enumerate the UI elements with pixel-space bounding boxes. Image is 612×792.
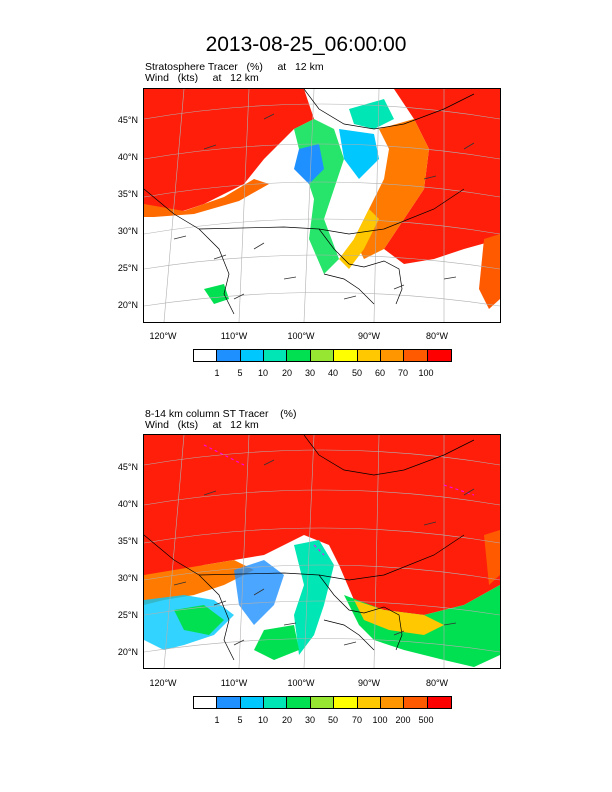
- colorbar-tick-label: 10: [257, 715, 268, 725]
- colorbar-tick-label: 50: [351, 368, 362, 378]
- colorbar-swatch: [334, 697, 358, 708]
- colorbar-swatch: [264, 350, 288, 361]
- colorbar-tick-label: 500: [418, 715, 434, 725]
- panel2-lat-label: 20°N: [117, 647, 138, 657]
- panel2-title-line2: Wind (kts) at 12 km: [145, 419, 259, 431]
- colorbar-tick-label: 5: [237, 715, 243, 725]
- colorbar-swatch: [217, 350, 241, 361]
- panel2-lon-label: 110°W: [220, 678, 248, 688]
- colorbar-tick-label: 200: [395, 715, 411, 725]
- panel2-lat-label: 35°N: [117, 536, 138, 546]
- panel2-lat-label: 40°N: [117, 499, 138, 509]
- panel1-title-line1: Stratosphere Tracer (%) at 12 km: [145, 61, 324, 73]
- colorbar-swatch: [310, 350, 335, 361]
- panel2-colorbar: [193, 696, 452, 709]
- panel1-lon-label: 120°W: [149, 331, 177, 341]
- panel2-lat-label: 25°N: [117, 610, 138, 620]
- panel2-lon-label: 80°W: [425, 678, 449, 688]
- panel2-lat-label: 45°N: [117, 462, 138, 472]
- colorbar-swatch: [264, 697, 288, 708]
- panel2-lat-label: 30°N: [117, 573, 138, 583]
- panel2-map: [143, 434, 501, 669]
- colorbar-tick-label: 20: [281, 715, 292, 725]
- panel1-lon-label: 90°W: [357, 331, 381, 341]
- colorbar-swatch: [404, 350, 428, 361]
- panel1-colorbar: [193, 349, 452, 362]
- panel2-map-svg: [144, 435, 500, 668]
- colorbar-tick-label: 100: [372, 715, 388, 725]
- panel2-title-line1: 8-14 km column ST Tracer (%): [145, 408, 297, 420]
- panel1-lat-label: 20°N: [117, 300, 138, 310]
- colorbar-swatch: [380, 697, 405, 708]
- panel1-lat-label: 35°N: [117, 189, 138, 199]
- colorbar-tick-label: 1: [214, 715, 220, 725]
- colorbar-swatch: [334, 350, 358, 361]
- colorbar-swatch: [287, 350, 311, 361]
- panel2-lon-label: 100°W: [287, 678, 315, 688]
- panel2-lon-label: 90°W: [357, 678, 381, 688]
- panel1-lon-label: 100°W: [287, 331, 315, 341]
- colorbar-tick-label: 10: [257, 368, 268, 378]
- colorbar-tick-label: 70: [397, 368, 408, 378]
- colorbar-swatch: [427, 350, 451, 361]
- colorbar-tick-label: 60: [374, 368, 385, 378]
- panel1-lat-label: 30°N: [117, 226, 138, 236]
- colorbar-swatch: [287, 697, 311, 708]
- colorbar-swatch: [357, 697, 381, 708]
- panel2-lon-label: 120°W: [149, 678, 177, 688]
- panel1-lat-label: 40°N: [117, 152, 138, 162]
- colorbar-tick-label: 30: [304, 715, 315, 725]
- colorbar-swatch: [357, 350, 381, 361]
- colorbar-tick-label: 40: [327, 368, 338, 378]
- colorbar-swatch: [194, 697, 218, 708]
- panel1-map: [143, 88, 501, 323]
- panel1-lon-label: 110°W: [220, 331, 248, 341]
- colorbar-tick-label: 100: [418, 368, 434, 378]
- colorbar-swatch: [427, 697, 451, 708]
- colorbar-tick-label: 5: [237, 368, 243, 378]
- colorbar-swatch: [240, 350, 265, 361]
- colorbar-swatch: [404, 697, 428, 708]
- colorbar-swatch: [240, 697, 265, 708]
- colorbar-swatch: [380, 350, 405, 361]
- colorbar-swatch: [194, 350, 218, 361]
- panel1-title-line2: Wind (kts) at 12 km: [145, 72, 259, 84]
- colorbar-tick-label: 70: [351, 715, 362, 725]
- panel1-lat-label: 45°N: [117, 115, 138, 125]
- colorbar-swatch: [310, 697, 335, 708]
- colorbar-swatch: [217, 697, 241, 708]
- panel1-lat-label: 25°N: [117, 263, 138, 273]
- colorbar-tick-label: 20: [281, 368, 292, 378]
- colorbar-tick-label: 1: [214, 368, 220, 378]
- panel1-lon-label: 80°W: [425, 331, 449, 341]
- colorbar-tick-label: 30: [304, 368, 315, 378]
- panel1-map-svg: [144, 89, 500, 322]
- main-title: 2013-08-25_06:00:00: [205, 33, 407, 56]
- colorbar-tick-label: 50: [327, 715, 338, 725]
